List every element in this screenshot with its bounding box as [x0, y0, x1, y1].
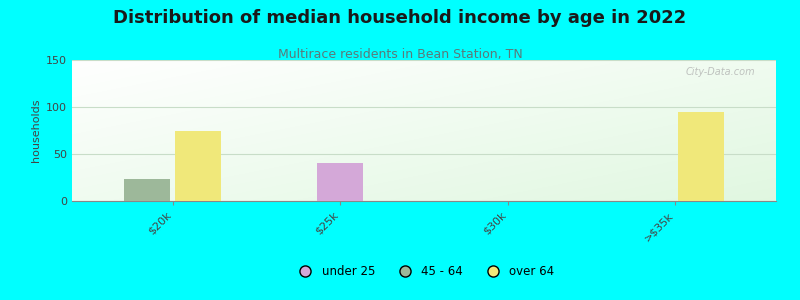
Bar	[174, 130, 221, 201]
Text: Multirace residents in Bean Station, TN: Multirace residents in Bean Station, TN	[278, 48, 522, 61]
Y-axis label: households: households	[30, 99, 41, 162]
Bar	[317, 164, 363, 201]
Text: Distribution of median household income by age in 2022: Distribution of median household income …	[114, 9, 686, 27]
Bar	[124, 179, 170, 201]
Legend: under 25, 45 - 64, over 64: under 25, 45 - 64, over 64	[289, 260, 559, 283]
Bar	[678, 112, 724, 201]
Text: City-Data.com: City-Data.com	[686, 67, 755, 77]
